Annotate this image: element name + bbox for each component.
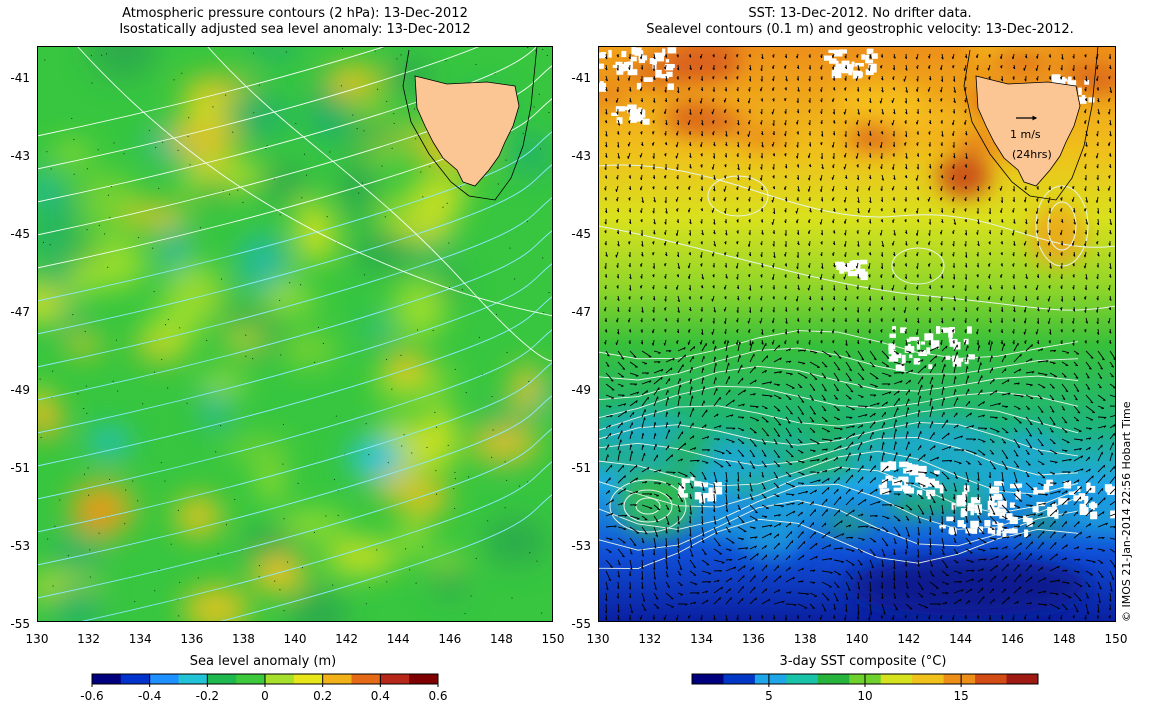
colorbar-segment <box>380 674 410 684</box>
colorbar-segment <box>351 674 381 684</box>
shelf-contour-sst <box>963 46 1099 201</box>
lon-tick-label: 146 <box>1000 632 1024 646</box>
lon-tick-label: 138 <box>231 632 255 646</box>
colorbar-segment <box>723 674 756 684</box>
left-title-line2: Isostatically adjusted sea level anomaly… <box>119 22 471 37</box>
lon-tick-label: 150 <box>1104 632 1128 646</box>
lat-tick-label: -41 <box>571 71 591 85</box>
colorbar-segment <box>149 674 179 684</box>
lon-tick-label: 146 <box>438 632 462 646</box>
lat-tick-label: -51 <box>571 461 591 475</box>
lon-tick-label: 134 <box>690 632 714 646</box>
colorbar-segment <box>912 674 945 684</box>
lon-tick-label: 132 <box>77 632 101 646</box>
left-title-line1: Atmospheric pressure contours (2 hPa): 1… <box>122 6 468 21</box>
colorbar-tick-label: 15 <box>953 689 968 703</box>
colorbar-segment <box>236 674 266 684</box>
sst-map: 1 m/s (24hrs) <box>598 46 1116 622</box>
right-title-line1: SST: 13-Dec-2012. No drifter data. <box>748 6 972 21</box>
lon-tick-label: 136 <box>180 632 204 646</box>
velocity-scale-label: 1 m/s <box>1010 128 1041 141</box>
lat-tick-label: -55 <box>571 617 591 631</box>
sst-colorbar-label: 3-day SST composite (°C) <box>779 654 947 669</box>
lon-tick-label: 150 <box>541 632 565 646</box>
colorbar-tick-label: 0.2 <box>313 689 332 703</box>
lon-tick-label: 142 <box>335 632 359 646</box>
lat-tick-label: -49 <box>571 383 591 397</box>
lon-tick-label: 130 <box>586 632 610 646</box>
lat-tick-label: -51 <box>10 461 30 475</box>
sla-colorbar-label: Sea level anomaly (m) <box>189 654 337 669</box>
colorbar-segment <box>120 674 151 684</box>
colorbar-tick-label: 5 <box>765 689 773 703</box>
tasmania-land-sst <box>975 75 1081 187</box>
colorbar-segment <box>975 674 1008 684</box>
colorbar-tick-label: 0.6 <box>428 689 447 703</box>
sst-colorbar: 5 10 15 <box>691 673 1039 703</box>
right-title-line2: Sealevel contours (0.1 m) and geostrophi… <box>646 22 1074 37</box>
imos-credit: © IMOS 21-Jan-2014 22:56 Hobart Time <box>1120 401 1133 622</box>
colorbar-segment <box>754 674 787 684</box>
colorbar-segment <box>943 674 976 684</box>
lon-tick-label: 140 <box>845 632 869 646</box>
colorbar-segment <box>880 674 913 684</box>
sla-map <box>37 46 553 622</box>
lat-tick-label: -49 <box>10 383 30 397</box>
lon-tick-label: 132 <box>638 632 662 646</box>
sst-missing-data <box>598 46 1116 538</box>
colorbar-segment <box>817 674 850 684</box>
lat-tick-label: -41 <box>10 71 30 85</box>
lon-tick-label: 136 <box>741 632 765 646</box>
lon-tick-label: 148 <box>1052 632 1076 646</box>
colorbar-tick-label: 0.4 <box>371 689 390 703</box>
lat-tick-label: -53 <box>571 539 591 553</box>
tasmania-land <box>414 75 520 187</box>
lat-tick-label: -47 <box>10 305 30 319</box>
colorbar-segment <box>786 674 819 684</box>
sla-anomaly-field <box>37 46 553 622</box>
pressure-contours <box>37 46 553 622</box>
lon-tick-label: 144 <box>949 632 973 646</box>
colorbar-tick-label: -0.6 <box>80 689 103 703</box>
lat-tick-label: -43 <box>10 149 30 163</box>
colorbar-segment <box>322 674 352 684</box>
colorbar-segment <box>207 674 237 684</box>
shelf-contour <box>402 46 538 201</box>
lon-tick-label: 142 <box>897 632 921 646</box>
left-title: Atmospheric pressure contours (2 hPa): 1… <box>30 6 560 38</box>
lat-tick-label: -53 <box>10 539 30 553</box>
lon-tick-label: 130 <box>25 632 49 646</box>
lon-tick-label: 134 <box>128 632 152 646</box>
lat-tick-label: -45 <box>10 227 30 241</box>
lat-tick-label: -47 <box>571 305 591 319</box>
colorbar-segment <box>293 674 324 684</box>
right-title: SST: 13-Dec-2012. No drifter data. Seale… <box>590 6 1130 38</box>
lat-tick-label: -55 <box>10 617 30 631</box>
sla-colorbar: -0.6 -0.4 -0.2 0 0.2 0.4 0.6 <box>80 673 448 703</box>
colorbar-tick-label: -0.4 <box>138 689 161 703</box>
velocity-scale-time: (24hrs) <box>1012 148 1052 161</box>
lon-tick-label: 140 <box>283 632 307 646</box>
colorbar-segment <box>178 674 208 684</box>
lon-tick-label: 148 <box>489 632 513 646</box>
colorbar-segment <box>1006 674 1039 684</box>
lat-tick-label: -43 <box>571 149 591 163</box>
lat-tick-label: -45 <box>571 227 591 241</box>
colorbar-tick-label: 10 <box>857 689 872 703</box>
colorbar-segment <box>692 674 724 684</box>
lon-tick-label: 144 <box>386 632 410 646</box>
colorbar-segment <box>92 674 122 684</box>
colorbar-tick-label: 0 <box>261 689 269 703</box>
colorbar-segment <box>265 674 295 684</box>
colorbar-segment <box>409 674 439 684</box>
colorbar-tick-label: -0.2 <box>196 689 219 703</box>
lon-tick-label: 138 <box>793 632 817 646</box>
geostrophic-velocity-arrows <box>603 53 1116 622</box>
